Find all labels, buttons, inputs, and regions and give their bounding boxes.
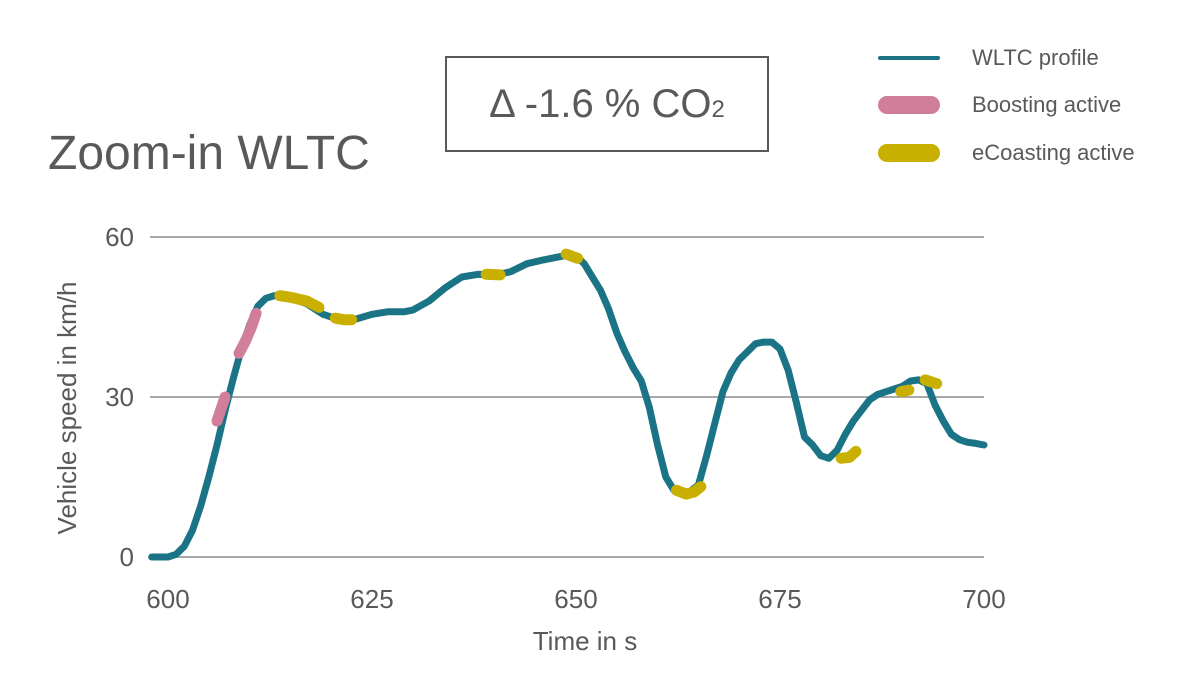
- x-tick-label: 625: [350, 584, 393, 614]
- y-tick-label: 30: [105, 382, 134, 412]
- y-tick-label: 60: [105, 222, 134, 252]
- x-axis-title: Time in s: [533, 626, 638, 656]
- x-tick-label: 650: [554, 584, 597, 614]
- co2-subscript: 2: [711, 96, 725, 123]
- series-segment-ecoasting-active: [919, 374, 943, 390]
- series-segment-ecoasting-active: [329, 312, 358, 326]
- x-tick-label: 675: [758, 584, 801, 614]
- y-tick-labels: 0 30 60: [105, 222, 134, 572]
- gridlines: [150, 236, 984, 558]
- legend-item-ecoasting: eCoasting active: [878, 135, 1178, 171]
- series-segment-ecoasting-active: [670, 481, 707, 500]
- x-tick-labels: 600 625 650 675 700: [146, 584, 1005, 614]
- co2-delta-text: Δ -1.6 % CO: [489, 81, 712, 126]
- chart-title: Zoom-in WLTC: [48, 127, 370, 180]
- legend-swatch-boosting: [878, 96, 940, 114]
- x-tick-label: 700: [962, 584, 1005, 614]
- series-segment-ecoasting-active: [835, 445, 862, 464]
- legend-label-wltc: WLTC profile: [972, 45, 1099, 70]
- series-layer: [148, 248, 988, 561]
- legend-swatch-ecoasting: [878, 144, 940, 162]
- legend-label-ecoasting: eCoasting active: [972, 140, 1135, 165]
- series-segment-ecoasting-active: [560, 248, 584, 264]
- series-segment-boosting-active: [233, 307, 262, 359]
- y-tick-label: 0: [120, 542, 134, 572]
- co2-delta-box: Δ -1.6 % CO 2: [445, 56, 769, 152]
- legend-label-boosting: Boosting active: [972, 92, 1122, 117]
- y-axis-title: Vehicle speed in km/h: [52, 282, 82, 535]
- series-segment-ecoasting-active: [480, 268, 506, 281]
- legend-item-wltc: WLTC profile: [878, 40, 1178, 76]
- x-tick-label: 600: [146, 584, 189, 614]
- series-line-wltc-profile: [148, 251, 988, 561]
- legend-item-boosting: Boosting active: [878, 87, 1178, 123]
- series-segment-boosting-active: [211, 391, 231, 427]
- series-segment-ecoasting-active: [895, 384, 915, 398]
- series-segment-ecoasting-active: [274, 290, 325, 313]
- legend-swatch-wltc: [878, 56, 940, 60]
